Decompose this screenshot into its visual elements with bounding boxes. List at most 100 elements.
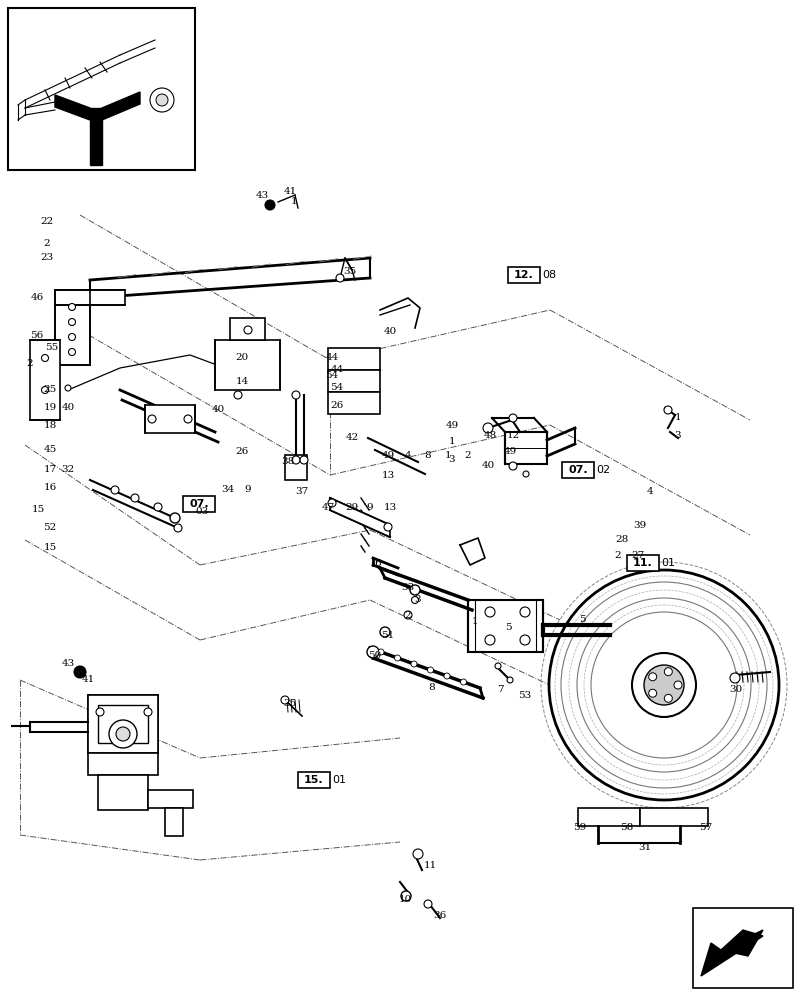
Text: 41: 41	[283, 188, 296, 196]
Circle shape	[264, 200, 275, 210]
Text: 02: 02	[595, 465, 609, 475]
Circle shape	[401, 891, 410, 901]
Text: 9: 9	[244, 486, 251, 494]
Text: 17: 17	[43, 466, 57, 475]
Text: 07.: 07.	[568, 465, 587, 475]
Circle shape	[144, 708, 152, 716]
Text: 48: 48	[483, 430, 496, 440]
Text: 07.: 07.	[189, 499, 208, 509]
Text: 41: 41	[81, 676, 95, 684]
Text: 13: 13	[383, 504, 396, 512]
Bar	[508, 267, 539, 283]
Text: 1: 1	[290, 198, 297, 207]
Circle shape	[68, 318, 75, 326]
Text: 40: 40	[62, 403, 75, 412]
Text: 18: 18	[43, 420, 57, 430]
Text: 30: 30	[728, 686, 742, 694]
Text: 47: 47	[321, 504, 334, 512]
Text: 33: 33	[401, 584, 414, 592]
Text: 59: 59	[573, 822, 586, 832]
Text: 51: 51	[381, 631, 394, 640]
Text: 54: 54	[330, 383, 343, 392]
Text: 43: 43	[255, 190, 268, 200]
Text: 9: 9	[367, 504, 373, 512]
Text: 34: 34	[221, 486, 234, 494]
Text: 1: 1	[674, 414, 680, 422]
Text: 28: 28	[615, 536, 628, 544]
Text: 49: 49	[444, 422, 458, 430]
Text: 15: 15	[32, 506, 45, 514]
Circle shape	[68, 304, 75, 310]
Polygon shape	[700, 930, 762, 976]
Circle shape	[65, 385, 71, 391]
Text: 4: 4	[404, 450, 411, 460]
Circle shape	[148, 415, 156, 423]
Bar	[639, 808, 707, 826]
Circle shape	[384, 523, 392, 531]
Bar	[55, 290, 90, 365]
Bar	[298, 772, 329, 788]
Text: 36: 36	[433, 910, 446, 920]
Text: 03: 03	[195, 508, 208, 516]
Text: 15.: 15.	[304, 775, 324, 785]
Bar	[577, 808, 639, 826]
Bar	[55, 290, 125, 305]
Text: 8: 8	[428, 684, 435, 692]
Polygon shape	[329, 498, 389, 537]
Circle shape	[234, 391, 242, 399]
Circle shape	[423, 900, 431, 908]
Text: 39: 39	[633, 520, 646, 530]
Text: 13: 13	[381, 471, 394, 480]
Text: 01: 01	[332, 775, 345, 785]
Text: 44: 44	[330, 365, 343, 374]
Circle shape	[109, 720, 137, 748]
Circle shape	[404, 611, 411, 619]
Text: 15: 15	[43, 544, 57, 552]
Circle shape	[495, 663, 500, 669]
Circle shape	[663, 406, 672, 414]
Circle shape	[483, 423, 492, 433]
Text: 12: 12	[506, 430, 519, 440]
Text: 43: 43	[62, 658, 75, 668]
Text: 49: 49	[381, 450, 394, 460]
Circle shape	[68, 334, 75, 340]
Text: 5: 5	[578, 615, 585, 624]
Bar	[182, 496, 215, 512]
Circle shape	[484, 635, 495, 645]
Circle shape	[673, 681, 681, 689]
Circle shape	[174, 524, 182, 532]
Text: 55: 55	[45, 344, 58, 353]
Text: 53: 53	[517, 690, 531, 700]
Bar	[98, 775, 148, 810]
Circle shape	[411, 596, 418, 603]
Circle shape	[508, 462, 517, 470]
Text: 27: 27	[631, 552, 644, 560]
Circle shape	[663, 694, 672, 702]
Circle shape	[378, 649, 384, 655]
Circle shape	[648, 673, 656, 681]
Circle shape	[156, 94, 168, 106]
Circle shape	[292, 391, 299, 399]
Text: 01: 01	[660, 558, 674, 568]
Bar	[561, 462, 594, 478]
Text: 42: 42	[345, 434, 358, 442]
Text: 35: 35	[283, 698, 296, 708]
Bar	[165, 808, 182, 836]
Bar	[98, 705, 148, 743]
Circle shape	[410, 585, 419, 595]
Polygon shape	[720, 930, 762, 956]
Bar	[215, 340, 280, 390]
Text: 31: 31	[637, 844, 650, 852]
Text: 10: 10	[398, 896, 411, 904]
Circle shape	[41, 386, 49, 393]
Text: 2: 2	[27, 359, 33, 367]
Text: 38: 38	[281, 458, 294, 466]
Text: 4: 4	[646, 488, 653, 496]
Text: 2: 2	[464, 450, 470, 460]
Text: 3: 3	[448, 456, 455, 464]
Bar	[88, 695, 158, 753]
Text: 1: 1	[448, 438, 455, 446]
Polygon shape	[102, 92, 139, 120]
Text: 29: 29	[345, 504, 358, 512]
Circle shape	[41, 355, 49, 361]
